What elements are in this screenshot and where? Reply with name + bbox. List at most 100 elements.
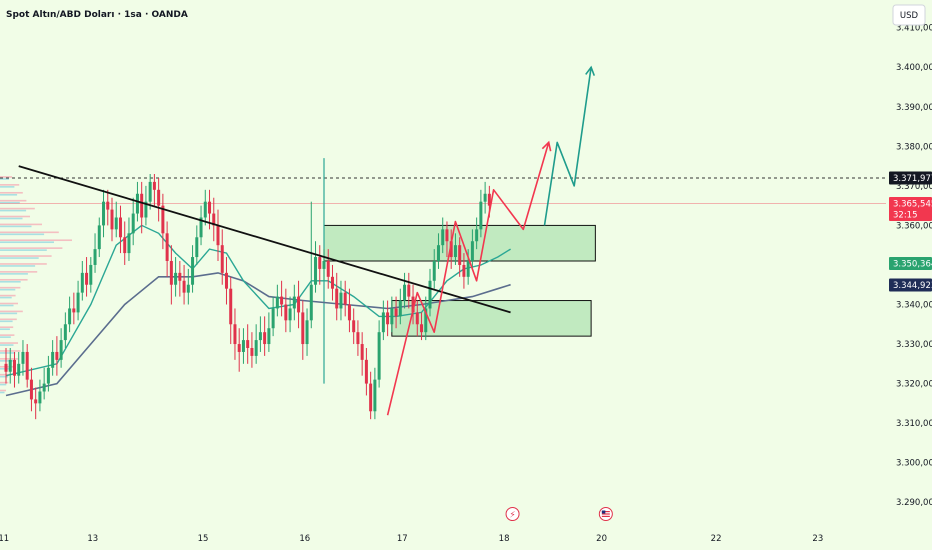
candle[interactable] [29,367,33,412]
projection-teal-path[interactable] [543,67,592,226]
candle[interactable] [131,197,135,246]
candle[interactable] [403,272,407,309]
candle[interactable] [72,292,76,325]
candle[interactable] [356,320,360,356]
candle[interactable] [144,185,148,226]
candle[interactable] [424,296,428,341]
lightning-icon[interactable]: ⚡ [505,507,520,521]
candle[interactable] [46,355,50,392]
candle[interactable] [17,351,21,384]
candle[interactable] [326,249,330,289]
descending-trendline[interactable] [18,165,511,314]
candle[interactable] [254,324,258,364]
candle[interactable] [216,209,220,261]
candle[interactable] [407,272,411,309]
candle[interactable] [106,189,110,226]
candle[interactable] [420,312,424,341]
candle[interactable] [373,367,377,420]
candle[interactable] [271,296,275,337]
candle[interactable] [314,241,318,293]
candle[interactable] [8,348,12,384]
candle[interactable] [123,221,127,265]
candle[interactable] [68,296,72,333]
candle[interactable] [458,237,462,277]
candle[interactable] [398,288,402,325]
candle[interactable] [12,351,16,388]
candle[interactable] [203,189,207,226]
candle[interactable] [233,308,237,360]
candle[interactable] [292,284,296,321]
ema-slow-line[interactable] [5,272,511,397]
candle[interactable] [250,332,254,368]
candle[interactable] [174,257,178,297]
candle[interactable] [475,217,479,250]
candles[interactable] [4,174,491,420]
candle[interactable] [224,257,228,305]
candle[interactable] [377,320,381,388]
candle[interactable] [178,261,182,297]
candle[interactable] [212,197,216,242]
candle[interactable] [284,288,288,333]
candle[interactable] [441,217,445,254]
candle[interactable] [390,296,394,333]
candle[interactable] [415,300,419,337]
candle[interactable] [114,201,118,238]
candle[interactable] [59,328,63,368]
candle[interactable] [157,177,161,222]
candle[interactable] [335,272,339,321]
flag-icon[interactable] [598,507,613,521]
candle[interactable] [352,308,356,345]
candle[interactable] [152,174,156,206]
candle[interactable] [449,229,453,269]
candle[interactable] [140,181,144,234]
candle[interactable] [386,300,390,337]
candle[interactable] [280,280,284,317]
candle[interactable] [89,257,93,293]
candle[interactable] [453,233,457,265]
candle[interactable] [199,205,203,246]
candle[interactable] [309,201,313,329]
candle[interactable] [97,217,101,258]
currency-button[interactable]: USD [892,4,926,26]
candle[interactable] [161,193,165,250]
candle[interactable] [394,296,398,329]
candle[interactable] [85,257,89,297]
candle[interactable] [186,268,190,305]
candle[interactable] [220,229,224,285]
candle[interactable] [297,280,301,329]
candle[interactable] [38,379,42,412]
event-icons[interactable]: ⚡ [505,507,613,521]
candle[interactable] [275,284,279,317]
candle[interactable] [127,217,131,262]
candle[interactable] [165,221,169,277]
candle[interactable] [432,249,436,289]
candle[interactable] [191,245,195,293]
candle[interactable] [21,340,25,376]
candle[interactable] [343,280,347,317]
candle[interactable] [246,324,250,364]
candle[interactable] [63,312,67,348]
candle[interactable] [80,261,84,301]
projection-arrows[interactable] [386,65,596,416]
candle[interactable] [195,225,199,265]
candle[interactable] [445,221,449,258]
candle[interactable] [411,284,415,325]
candle[interactable] [241,328,245,364]
candle[interactable] [93,233,97,273]
candle[interactable] [102,189,106,238]
candle[interactable] [182,264,186,305]
candle[interactable] [381,300,385,341]
candle[interactable] [55,336,59,376]
candle[interactable] [462,253,466,289]
candle[interactable] [301,300,305,360]
candle[interactable] [229,276,233,345]
candle[interactable] [267,312,271,352]
candle[interactable] [110,197,114,242]
candle[interactable] [305,308,309,356]
candle[interactable] [318,245,322,285]
candle[interactable] [330,264,334,301]
candle[interactable] [483,181,487,214]
candle[interactable] [364,348,368,396]
candle[interactable] [4,348,8,384]
